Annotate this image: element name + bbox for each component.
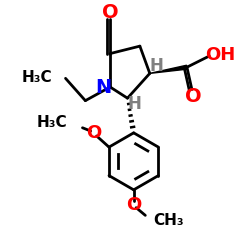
Text: H: H [128, 95, 141, 113]
Text: O: O [86, 124, 101, 142]
Text: O: O [185, 87, 202, 106]
Text: O: O [102, 3, 118, 22]
Text: N: N [95, 78, 111, 96]
Text: H₃C: H₃C [37, 115, 68, 130]
Text: H: H [150, 58, 164, 76]
Text: OH: OH [205, 46, 236, 64]
Text: O: O [126, 196, 141, 214]
Text: CH₃: CH₃ [154, 213, 184, 228]
Text: H₃C: H₃C [21, 70, 52, 84]
Polygon shape [150, 65, 187, 74]
